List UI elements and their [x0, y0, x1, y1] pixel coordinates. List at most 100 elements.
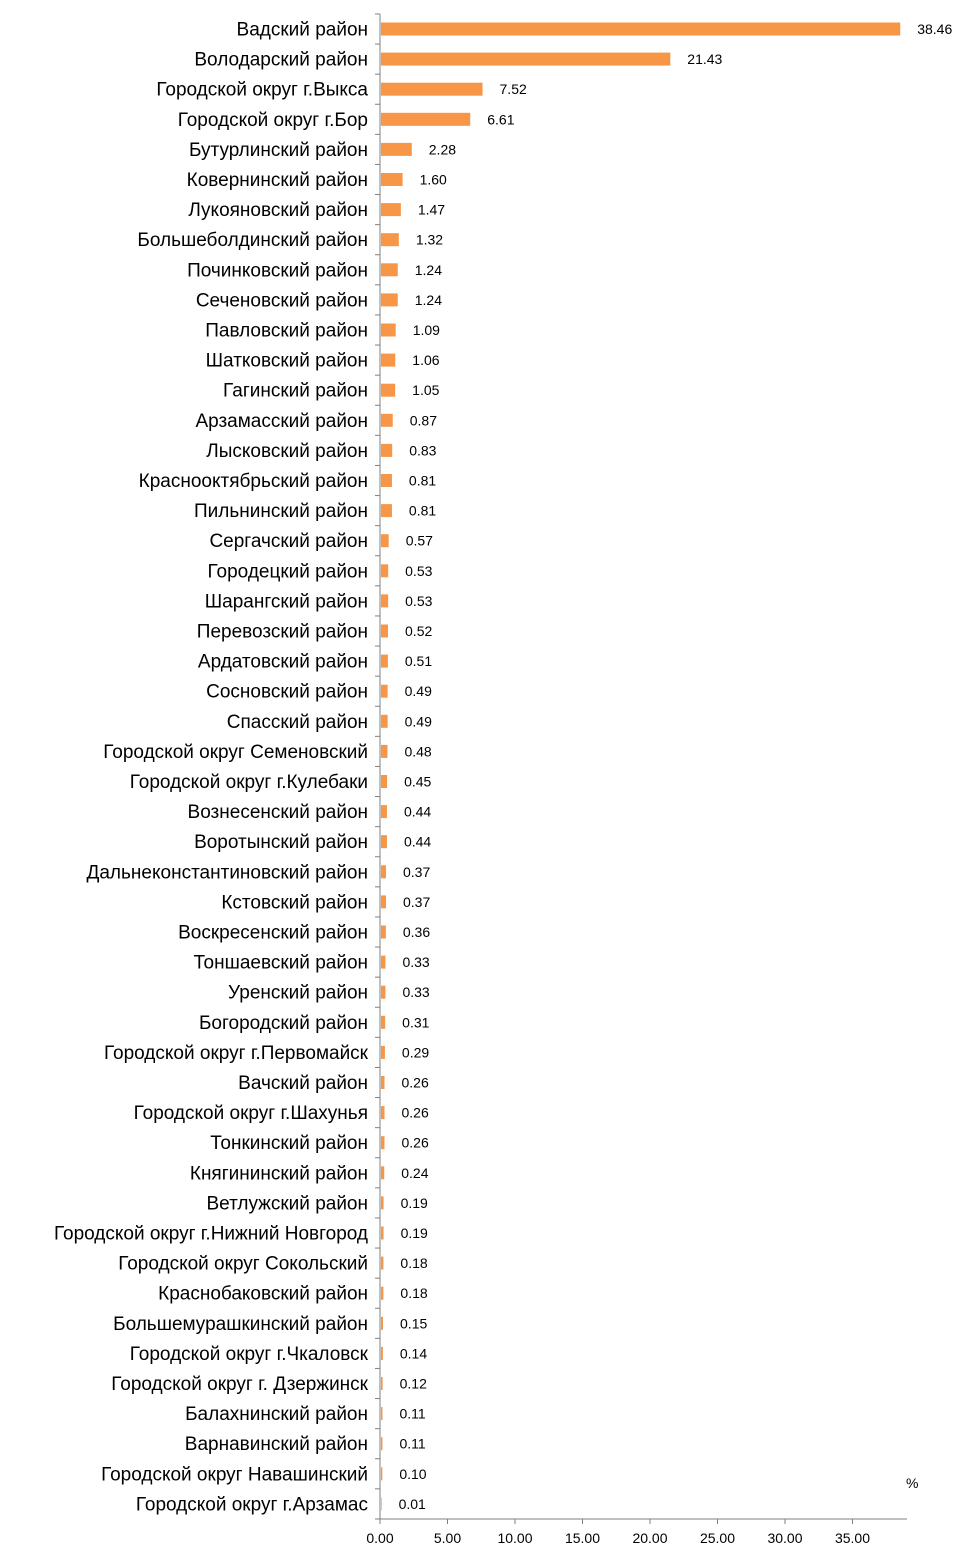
bar [381, 383, 396, 397]
bar [381, 654, 388, 668]
bar [381, 1467, 383, 1481]
x-tick-label: 10.00 [497, 1530, 532, 1544]
data-label: 0.11 [399, 1436, 425, 1452]
data-label: 0.45 [404, 774, 431, 790]
bar [381, 323, 396, 337]
category-label: Городской округ г.Арзамас [136, 1494, 368, 1515]
category-label: Лысковский район [206, 441, 368, 462]
x-tick-label: 15.00 [565, 1530, 600, 1544]
data-label: 0.31 [402, 1014, 429, 1030]
bar [381, 1377, 383, 1390]
category-label: Вознесенский район [188, 802, 368, 823]
bar [381, 353, 396, 367]
data-label: 0.37 [403, 894, 430, 910]
bar [381, 1045, 385, 1059]
data-label: 0.01 [399, 1496, 426, 1512]
data-label: 0.12 [400, 1376, 427, 1392]
data-label: 1.24 [415, 292, 442, 308]
category-label: Городской округ Навашинский [101, 1464, 368, 1485]
category-label: Вадский район [237, 20, 368, 41]
data-label: 0.53 [405, 563, 432, 579]
bar [381, 895, 386, 909]
bar [381, 443, 393, 457]
x-tick-label: 5.00 [434, 1530, 461, 1544]
axes-group [375, 13, 907, 1520]
bar [381, 925, 386, 939]
x-tick-label: 30.00 [767, 1530, 802, 1544]
x-tick-label: 35.00 [835, 1530, 870, 1544]
data-label: 1.24 [415, 262, 442, 278]
category-label: Городской округ г.Шахунья [134, 1103, 368, 1124]
data-label: 0.49 [405, 713, 432, 729]
data-label: 0.81 [409, 503, 436, 519]
data-label: 0.24 [401, 1165, 428, 1181]
bar [381, 474, 392, 487]
data-label: 0.19 [401, 1225, 428, 1241]
category-label: Сеченовский район [196, 290, 368, 311]
bar [381, 1076, 385, 1089]
bar [381, 1136, 385, 1150]
data-label: 0.26 [402, 1075, 429, 1091]
data-label: 0.36 [403, 924, 430, 940]
data-label: 1.09 [413, 322, 440, 338]
bar [381, 1015, 386, 1029]
bar [381, 1497, 382, 1511]
category-label: Вачский район [238, 1073, 368, 1094]
bar [381, 835, 387, 849]
data-label: 0.11 [399, 1406, 425, 1422]
unit-label: % [906, 1475, 918, 1491]
category-label: Уренский район [228, 983, 368, 1004]
category-label: Арзамасский район [195, 411, 368, 432]
category-label: Пильнинский район [194, 501, 368, 522]
data-label: 0.33 [402, 984, 429, 1000]
category-labels-group: Вадский район Володарский район Городской … [54, 20, 369, 1516]
category-label: Лукояновский район [188, 200, 368, 221]
data-label: 0.29 [402, 1044, 429, 1060]
bar [381, 1437, 383, 1451]
category-label: Шатковский район [206, 351, 368, 372]
category-label: Ардатовский район [198, 652, 368, 673]
category-label: Ковернинский район [187, 170, 368, 191]
x-ticks-group: 0.00 5.00 10.00 15.00 20.00 25.00 30.00 35.00 [366, 1519, 870, 1544]
bar [381, 955, 386, 969]
bar [381, 985, 386, 999]
data-label: 0.53 [405, 593, 432, 609]
data-label: 0.57 [406, 533, 433, 549]
bar [381, 1166, 385, 1180]
data-label: 0.18 [400, 1255, 427, 1271]
data-label: 0.18 [400, 1285, 427, 1301]
data-label: 0.87 [410, 412, 437, 428]
category-label: Спасский район [227, 712, 368, 733]
category-label: Богородский район [199, 1013, 368, 1034]
bar [381, 1196, 384, 1210]
bar [381, 775, 388, 788]
data-label: 6.61 [487, 111, 514, 127]
category-label: Городской округ Семеновский [103, 742, 368, 763]
category-label: Краснобаковский район [158, 1284, 368, 1305]
data-label: 0.26 [402, 1135, 429, 1151]
category-label: Тоншаевский район [193, 953, 368, 974]
data-label: 0.49 [405, 683, 432, 699]
bar [381, 413, 393, 427]
data-label: 0.51 [405, 653, 432, 669]
category-label: Перевозский район [197, 622, 368, 643]
data-label: 2.28 [429, 141, 456, 157]
data-label: 1.47 [418, 202, 445, 218]
category-label: Починковский район [187, 260, 368, 281]
bar [381, 142, 412, 156]
data-label: 0.15 [400, 1315, 427, 1331]
bar [381, 82, 483, 96]
category-label: Гагинский район [223, 381, 368, 402]
bar [381, 1226, 384, 1240]
category-label: Тонкинский район [210, 1133, 368, 1154]
category-label: Шарангский район [205, 591, 368, 612]
category-label: Городской округ г.Нижний Новгород [54, 1224, 368, 1245]
category-label: Городской округ г.Кулебаки [130, 772, 368, 793]
data-label: 0.44 [404, 834, 431, 850]
bar [381, 684, 388, 698]
category-label: Дальнеконстантиновский район [87, 862, 369, 883]
bar [381, 534, 389, 548]
category-label: Городской округ г.Первомайск [104, 1043, 369, 1064]
bar [381, 233, 399, 247]
data-label: 1.06 [412, 352, 439, 368]
